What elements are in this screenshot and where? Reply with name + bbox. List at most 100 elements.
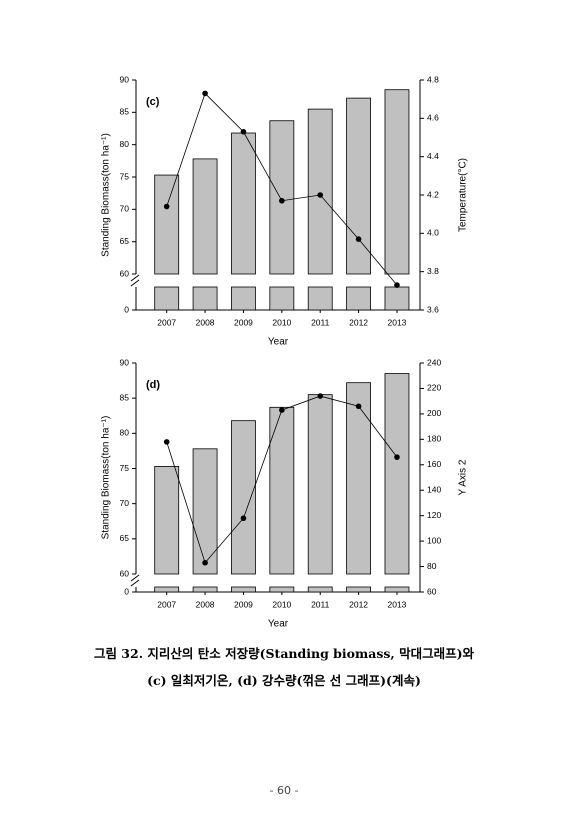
point — [202, 559, 208, 566]
y2-tick-label: 4.4 — [427, 151, 439, 161]
bar — [192, 448, 218, 575]
bar-stub — [154, 286, 180, 311]
y-tick-label: 60 — [120, 268, 130, 278]
bar — [346, 97, 371, 275]
x-axis-label: Year — [268, 337, 289, 348]
point — [279, 407, 285, 413]
point — [163, 203, 170, 210]
x-tick-label: 2009 — [234, 599, 253, 609]
y-tick-label: 85 — [120, 392, 130, 402]
bar — [154, 174, 180, 275]
point — [394, 282, 400, 288]
x-tick-label: 2010 — [272, 599, 291, 609]
y-tick-label: 0 — [124, 304, 129, 314]
bar-stub — [231, 286, 256, 311]
y2-tick-label: 240 — [427, 357, 441, 367]
bar-stub — [269, 586, 295, 593]
y-tick-label: 60 — [120, 568, 130, 578]
bar-stub — [192, 286, 218, 311]
x-tick-label: 2013 — [388, 599, 407, 609]
x-tick-label: 2011 — [311, 599, 330, 609]
y-tick-label: 75 — [120, 171, 130, 181]
point — [317, 393, 324, 399]
y-tick-label: 90 — [120, 74, 130, 84]
bar-stub — [384, 586, 410, 593]
y2-tick-label: 60 — [427, 586, 437, 596]
bar — [307, 108, 333, 275]
y-tick-label: 0 — [124, 586, 129, 596]
bar-stub — [346, 286, 371, 311]
point — [240, 128, 247, 135]
x-tick-label: 2010 — [272, 317, 291, 327]
bar — [231, 132, 256, 275]
bar-stub — [154, 586, 180, 593]
x-tick-label: 2007 — [157, 317, 176, 327]
bar-stub — [307, 286, 333, 311]
bar-stub — [269, 286, 295, 311]
y2-tick-label: 100 — [427, 535, 441, 545]
bar — [231, 420, 256, 575]
y2-tick-label: 3.8 — [427, 266, 439, 276]
x-tick-label: 2013 — [388, 317, 407, 327]
point — [394, 454, 400, 460]
bar-stub — [307, 586, 333, 593]
bar — [384, 373, 410, 575]
bar — [346, 382, 371, 575]
caption: 그림 32. 지리산의 탄소 저장량(Standing biomass, 막대그… — [93, 646, 475, 661]
y2-tick-label: 4.0 — [427, 228, 439, 238]
bar — [192, 158, 218, 275]
y2-tick-label: 180 — [427, 434, 441, 444]
x-tick-label: 2012 — [349, 599, 368, 609]
y-tick-label: 80 — [120, 139, 130, 149]
x-tick-label: 2009 — [234, 317, 253, 327]
caption: (c) 일최저기온, (d) 강수량(꺾은 선 그래프)(계속) — [147, 673, 421, 688]
panel-label: (c) — [146, 96, 160, 108]
bar-stub — [231, 586, 256, 593]
axis-break — [130, 274, 140, 287]
y2-tick-label: 4.2 — [427, 189, 439, 199]
y-axis-label: Standing Biomass(ton ha⁻¹) — [101, 133, 112, 257]
x-tick-label: 2011 — [311, 317, 330, 327]
point — [355, 236, 362, 242]
bar — [154, 465, 180, 575]
bar-stub — [192, 586, 218, 593]
y2-axis-label: Y Axis 2 — [458, 459, 469, 495]
y-tick-label: 75 — [120, 463, 130, 473]
y-tick-label: 70 — [120, 204, 130, 214]
y-tick-label: 80 — [120, 428, 130, 438]
point — [317, 192, 324, 198]
y2-tick-label: 220 — [427, 383, 441, 393]
point — [279, 197, 285, 204]
bar — [269, 120, 295, 275]
point — [240, 515, 247, 522]
y2-tick-label: 140 — [427, 484, 441, 494]
point — [202, 90, 208, 97]
x-tick-label: 2008 — [196, 599, 215, 609]
y-tick-label: 85 — [120, 107, 130, 117]
y2-tick-label: 3.6 — [427, 304, 439, 314]
x-tick-label: 2012 — [349, 317, 368, 327]
bar — [307, 394, 333, 575]
point — [163, 439, 170, 445]
x-axis-label: Year — [268, 619, 289, 630]
x-tick-label: 2008 — [196, 317, 215, 327]
y2-axis-label: Temperature(°C) — [458, 158, 469, 232]
bar — [384, 89, 410, 275]
y2-tick-label: 120 — [427, 510, 441, 520]
y2-tick-label: 160 — [427, 459, 441, 469]
bar-stub — [384, 286, 410, 311]
axis-break — [130, 574, 140, 587]
y2-tick-label: 80 — [427, 561, 437, 571]
y2-tick-label: 4.8 — [427, 74, 439, 84]
panel-label: (d) — [146, 379, 160, 391]
y-tick-label: 90 — [120, 357, 130, 367]
page-number: - 60 - — [269, 784, 299, 797]
y-axis-label: Standing Biomass(ton ha⁻¹) — [101, 416, 112, 540]
y-tick-label: 65 — [120, 236, 130, 246]
bar-stub — [346, 586, 371, 593]
point — [355, 403, 362, 410]
y-tick-label: 65 — [120, 533, 130, 543]
x-tick-label: 2007 — [157, 599, 176, 609]
charts: 0606570758085903.63.84.04.24.44.64.82007… — [101, 74, 469, 630]
